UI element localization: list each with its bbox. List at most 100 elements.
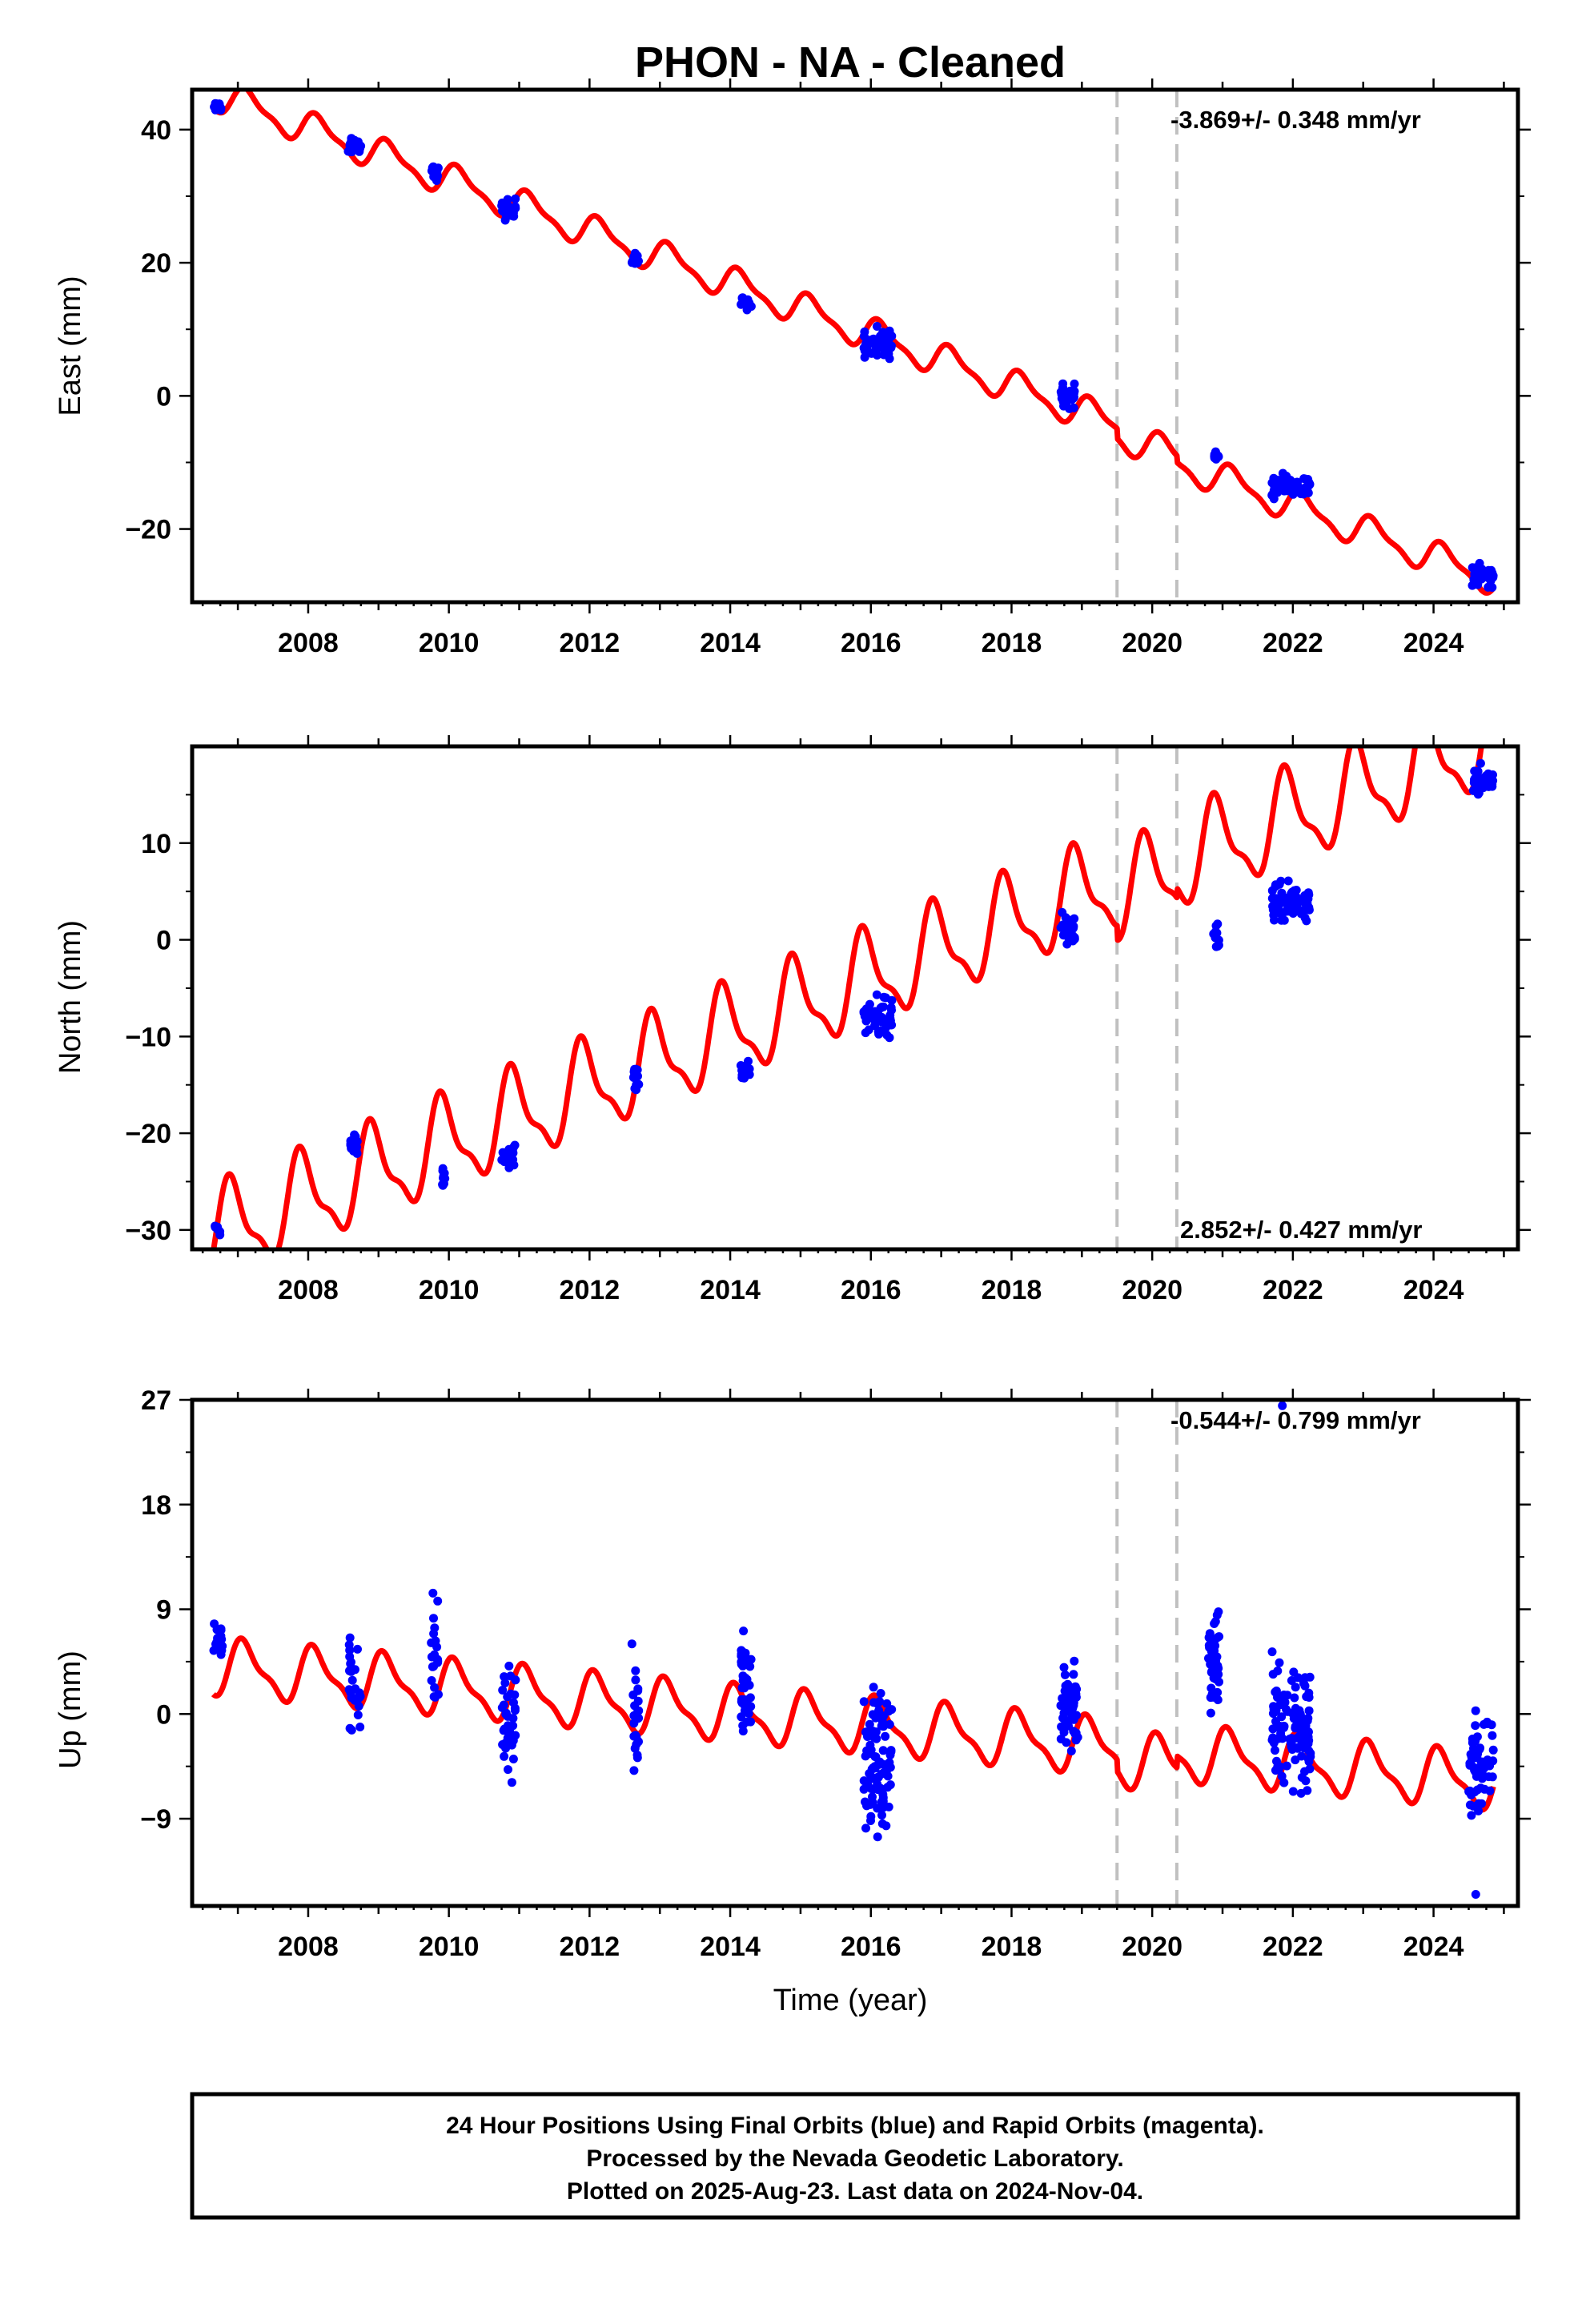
up-data-point [1062,1738,1071,1747]
up-data-point [861,1823,870,1833]
up-data-point [1471,1706,1480,1715]
up-data-point [353,1644,362,1654]
up-data-point [507,1778,516,1787]
north-data-point [881,993,890,1003]
north-data-point [438,1164,448,1173]
up-data-point [1271,1687,1281,1695]
up-data-point [1211,1656,1221,1665]
up-y-tick-label: 27 [141,1385,171,1416]
east-data-point [1213,451,1223,460]
north-data-point [1277,898,1287,907]
east-data-point [1305,480,1315,489]
footer-line-3: Plotted on 2025-Aug-23. Last data on 202… [567,2178,1143,2205]
north-data-point [1275,879,1284,889]
up-data-point [347,1675,357,1685]
up-data-point [1474,1806,1484,1815]
up-data-point [873,1772,883,1782]
east-ticks: 2008 2010 2012 2014 2016 2018 2020 2022 2024 −20 0… [125,78,1531,658]
east-data-point [632,259,642,267]
north-ticks: 2008 2010 2012 2014 2016 2018 2020 2022 2024 −30 −… [125,735,1531,1305]
north-data-point [1291,886,1301,895]
up-data-point [1303,1716,1312,1726]
up-data-point [1303,1739,1313,1748]
footer-box: 24 Hour Positions Using Final Orbits (bl… [190,2092,1520,2220]
up-data-point [212,1625,222,1634]
up-x-tick-label: 2010 [419,1932,480,1962]
up-data-point [1278,1734,1287,1743]
up-data-point [429,1614,438,1623]
up-data-point [508,1755,518,1763]
up-data-point [1212,1610,1222,1620]
up-data-point [633,1684,643,1694]
north-data-points [211,758,1498,1240]
east-break-lines [1115,90,1178,602]
east-data-point [1293,478,1302,488]
north-x-tick-label: 2014 [700,1275,761,1305]
up-data-point [345,1633,355,1642]
north-data-point [1476,758,1485,768]
up-data-point [859,1784,869,1794]
up-data-point [1273,1693,1282,1702]
north-y-tick-label: −30 [125,1216,171,1246]
east-y-axis-label: East (mm) [54,275,87,416]
up-data-point [859,1697,869,1707]
up-data-point [628,1691,638,1699]
up-data-point [1477,1799,1486,1808]
up-data-point [1291,1683,1300,1692]
east-x-tick-label: 2014 [700,628,761,658]
up-data-point [1272,1756,1281,1766]
north-data-point [630,1064,640,1074]
north-y-tick-label: 10 [141,829,171,859]
east-plot-frame [190,87,1520,605]
north-model-line [211,746,1484,1249]
up-y-tick-label: 9 [156,1595,171,1626]
up-data-point [500,1724,509,1734]
north-panel: 2008 2010 2012 2014 2016 2018 2020 2022 2024 −30 −… [54,735,1531,1305]
east-data-point [1477,572,1487,581]
up-data-point [1274,1723,1283,1732]
up-data-point [878,1746,888,1755]
up-data-point [869,1683,878,1692]
up-data-point [632,1751,642,1759]
north-data-point [1477,774,1487,783]
footer-line-1: 24 Hour Positions Using Final Orbits (bl… [446,2113,1264,2139]
up-data-point [500,1751,509,1761]
north-data-point [1484,769,1493,778]
north-data-point [1283,876,1293,886]
east-data-point [1471,571,1480,581]
up-data-point [1060,1670,1070,1679]
up-data-point [738,1676,748,1686]
east-model-line [211,90,1496,596]
north-y-axis-label: North (mm) [54,920,87,1074]
north-plot-frame [190,744,1520,1252]
up-data-point [881,1731,890,1741]
up-data-point [1476,1783,1485,1793]
north-data-point [508,1146,517,1156]
east-x-tick-label: 2018 [982,628,1042,658]
up-data-point [1300,1681,1310,1691]
up-data-point [1210,1646,1219,1655]
north-data-point [1290,895,1299,904]
up-data-point [1275,1658,1284,1667]
north-data-point [861,1016,871,1026]
north-data-point [1058,931,1068,940]
east-data-point [885,354,894,364]
east-data-point [211,102,221,111]
up-data-point [507,1740,516,1750]
north-data-point [885,1033,894,1043]
up-data-point [872,1734,881,1743]
north-data-point [346,1140,355,1148]
up-data-point [1287,1742,1296,1751]
east-model-curve [211,90,1496,596]
north-data-point [882,1019,892,1029]
up-data-point [1300,1673,1310,1683]
north-data-point [1211,942,1221,951]
up-data-point [347,1667,356,1676]
east-data-point [885,326,894,336]
north-x-tick-label: 2010 [419,1275,480,1305]
north-data-point [869,1015,879,1024]
east-data-point [1267,490,1277,499]
up-data-point [1473,1746,1483,1755]
north-data-point [1473,766,1483,776]
